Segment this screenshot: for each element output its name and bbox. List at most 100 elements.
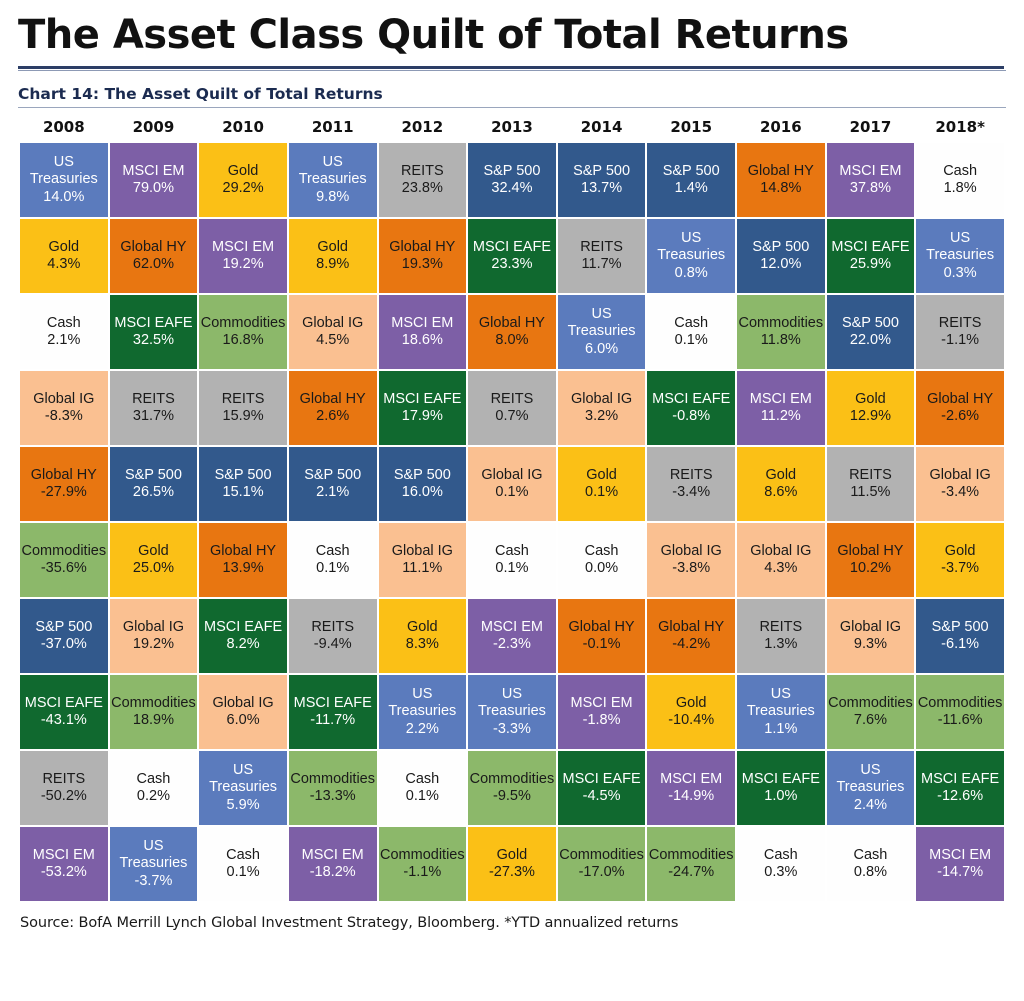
quilt-cell[interactable]: Commodities -17.0% [557,827,646,901]
quilt-cell[interactable]: Cash 2.1% [20,295,108,369]
quilt-cell[interactable]: S&P 500 12.0% [737,219,825,293]
quilt-cell[interactable]: S&P 500 1.4% [647,143,735,217]
quilt-cell[interactable]: REITS -50.2% [20,751,108,825]
quilt-cell[interactable]: REITS -3.4% [647,447,735,521]
quilt-cell[interactable]: Global IG 0.1% [468,447,556,521]
quilt-cell[interactable]: MSCI EAFE 25.9% [826,219,915,293]
quilt-cell[interactable]: MSCI EAFE 17.9% [378,371,467,445]
quilt-cell[interactable]: Cash 0.1% [378,751,467,825]
quilt-cell[interactable]: Gold -3.7% [916,523,1004,597]
quilt-cell[interactable]: REITS -9.4% [288,599,377,673]
quilt-cell[interactable]: Commodities 18.9% [109,675,198,749]
quilt-cell[interactable]: Global IG 4.3% [737,523,825,597]
quilt-cell[interactable]: Gold 0.1% [557,447,646,521]
quilt-cell[interactable]: REITS 0.7% [468,371,556,445]
quilt-cell[interactable]: Global IG -8.3% [20,371,108,445]
quilt-cell[interactable]: Cash 1.8% [916,143,1004,217]
quilt-cell[interactable]: MSCI EM -1.8% [557,675,646,749]
quilt-cell[interactable]: Global IG 11.1% [378,523,467,597]
quilt-cell[interactable]: MSCI EM -14.9% [647,751,735,825]
quilt-cell[interactable]: MSCI EAFE -0.8% [647,371,735,445]
quilt-cell[interactable]: S&P 500 22.0% [826,295,915,369]
quilt-cell[interactable]: Gold 25.0% [109,523,198,597]
quilt-cell[interactable]: S&P 500 32.4% [468,143,556,217]
quilt-cell[interactable]: Global IG 19.2% [109,599,198,673]
quilt-cell[interactable]: MSCI EM 11.2% [737,371,825,445]
quilt-cell[interactable]: US Treasuries 5.9% [199,751,287,825]
quilt-cell[interactable]: MSCI EM 37.8% [826,143,915,217]
quilt-cell[interactable]: REITS 31.7% [109,371,198,445]
quilt-cell[interactable]: Gold 29.2% [199,143,287,217]
quilt-cell[interactable]: Cash 0.1% [288,523,377,597]
quilt-cell[interactable]: Global IG 3.2% [557,371,646,445]
quilt-cell[interactable]: US Treasuries -3.3% [468,675,556,749]
quilt-cell[interactable]: MSCI EAFE -4.5% [557,751,646,825]
quilt-cell[interactable]: Global IG 9.3% [826,599,915,673]
quilt-cell[interactable]: MSCI EM 79.0% [109,143,198,217]
quilt-cell[interactable]: REITS 11.7% [557,219,646,293]
quilt-cell[interactable]: REITS 11.5% [826,447,915,521]
quilt-cell[interactable]: US Treasuries 14.0% [20,143,108,217]
quilt-cell[interactable]: MSCI EAFE 8.2% [199,599,287,673]
quilt-cell[interactable]: MSCI EM -2.3% [468,599,556,673]
quilt-cell[interactable]: Cash 0.1% [647,295,735,369]
quilt-cell[interactable]: Gold 8.9% [288,219,377,293]
quilt-cell[interactable]: Global HY -0.1% [557,599,646,673]
quilt-cell[interactable]: Global HY 2.6% [288,371,377,445]
quilt-cell[interactable]: Gold 12.9% [826,371,915,445]
quilt-cell[interactable]: Gold 8.6% [737,447,825,521]
quilt-cell[interactable]: Cash 0.8% [826,827,915,901]
quilt-cell[interactable]: Commodities -24.7% [647,827,735,901]
quilt-cell[interactable]: Gold -10.4% [647,675,735,749]
quilt-cell[interactable]: Gold 4.3% [20,219,108,293]
quilt-cell[interactable]: Commodities -35.6% [20,523,108,597]
quilt-cell[interactable]: Global HY -27.9% [20,447,108,521]
quilt-cell[interactable]: Global HY 13.9% [199,523,287,597]
quilt-cell[interactable]: US Treasuries 0.8% [647,219,735,293]
quilt-cell[interactable]: Global HY 19.3% [378,219,467,293]
quilt-cell[interactable]: S&P 500 -37.0% [20,599,108,673]
quilt-cell[interactable]: Global HY 8.0% [468,295,556,369]
quilt-cell[interactable]: US Treasuries 2.4% [826,751,915,825]
quilt-cell[interactable]: US Treasuries -3.7% [109,827,198,901]
quilt-cell[interactable]: MSCI EAFE -12.6% [916,751,1004,825]
quilt-cell[interactable]: Global HY -2.6% [916,371,1004,445]
quilt-cell[interactable]: Commodities -11.6% [916,675,1004,749]
quilt-cell[interactable]: MSCI EAFE -11.7% [288,675,377,749]
quilt-cell[interactable]: REITS -1.1% [916,295,1004,369]
quilt-cell[interactable]: REITS 23.8% [378,143,467,217]
quilt-cell[interactable]: MSCI EM -14.7% [916,827,1004,901]
quilt-cell[interactable]: Cash 0.2% [109,751,198,825]
quilt-cell[interactable]: MSCI EM -18.2% [288,827,377,901]
quilt-cell[interactable]: MSCI EAFE 23.3% [468,219,556,293]
quilt-cell[interactable]: Cash 0.1% [468,523,556,597]
quilt-cell[interactable]: S&P 500 2.1% [288,447,377,521]
quilt-cell[interactable]: S&P 500 15.1% [199,447,287,521]
quilt-cell[interactable]: Gold -27.3% [468,827,556,901]
quilt-cell[interactable]: Global HY 14.8% [737,143,825,217]
quilt-cell[interactable]: US Treasuries 1.1% [737,675,825,749]
quilt-cell[interactable]: REITS 1.3% [737,599,825,673]
quilt-cell[interactable]: Global IG -3.8% [647,523,735,597]
quilt-cell[interactable]: Commodities -13.3% [288,751,377,825]
quilt-cell[interactable]: Cash 0.1% [199,827,287,901]
quilt-cell[interactable]: Commodities 7.6% [826,675,915,749]
quilt-cell[interactable]: Gold 8.3% [378,599,467,673]
quilt-cell[interactable]: S&P 500 26.5% [109,447,198,521]
quilt-cell[interactable]: S&P 500 13.7% [557,143,646,217]
quilt-cell[interactable]: MSCI EM -53.2% [20,827,108,901]
quilt-cell[interactable]: Commodities 16.8% [199,295,287,369]
quilt-cell[interactable]: Global IG -3.4% [916,447,1004,521]
quilt-cell[interactable]: Global IG 6.0% [199,675,287,749]
quilt-cell[interactable]: Global HY 10.2% [826,523,915,597]
quilt-cell[interactable]: MSCI EAFE 1.0% [737,751,825,825]
quilt-cell[interactable]: Global IG 4.5% [288,295,377,369]
quilt-cell[interactable]: Commodities -1.1% [378,827,467,901]
quilt-cell[interactable]: US Treasuries 2.2% [378,675,467,749]
quilt-cell[interactable]: Cash 0.0% [557,523,646,597]
quilt-cell[interactable]: Commodities 11.8% [737,295,825,369]
quilt-cell[interactable]: US Treasuries 6.0% [557,295,646,369]
quilt-cell[interactable]: REITS 15.9% [199,371,287,445]
quilt-cell[interactable]: Global HY -4.2% [647,599,735,673]
quilt-cell[interactable]: Cash 0.3% [737,827,825,901]
